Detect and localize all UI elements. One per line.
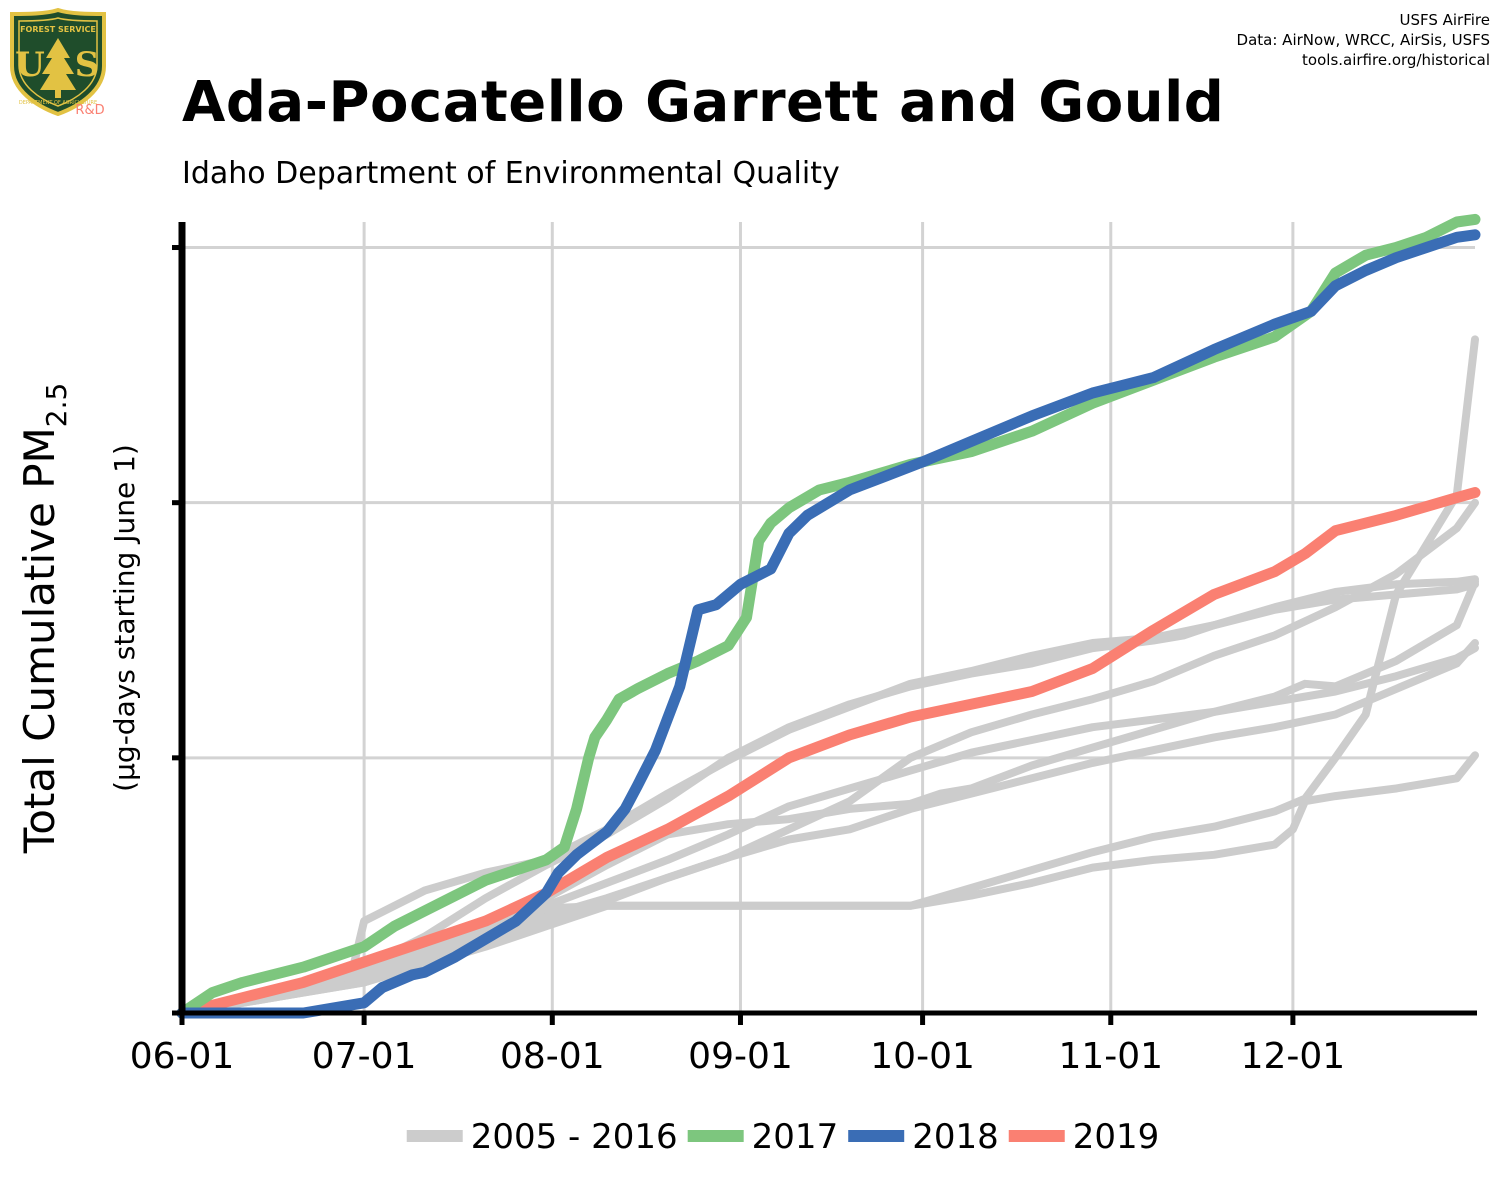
series-line-2005_2016 [178, 751, 1479, 1017]
logo-letter-u: U [15, 45, 45, 85]
credits: USFS AirFire Data: AirNow, WRCC, AirSis,… [1237, 10, 1490, 70]
legend-label: 2005 - 2016 [471, 1117, 678, 1157]
credit-line: USFS AirFire [1399, 11, 1490, 29]
series-line-2019 [176, 487, 1481, 1019]
y-axis-title-subscript: 2.5 [40, 383, 73, 428]
x-tick-label: 12-01 [1241, 1036, 1346, 1077]
grid [182, 222, 1475, 1013]
logo-bottom-text: DEPARTMENT OF AGRICULTURE [19, 100, 97, 106]
series-line-2018 [176, 229, 1481, 1019]
y-axis-title-main: Total Cumulative PM [15, 427, 64, 854]
chart-subtitle: Idaho Department of Environmental Qualit… [182, 156, 840, 191]
axes [172, 222, 1477, 1025]
logo-letter-s: S [75, 45, 100, 85]
y-axis-subtitle: (µg-days starting June 1) [108, 444, 141, 792]
series-lines [176, 213, 1481, 1019]
x-tick-label: 11-01 [1058, 1036, 1163, 1077]
legend-label: 2019 [1073, 1117, 1160, 1157]
credit-line: tools.airfire.org/historical [1302, 51, 1490, 69]
usfs-shield-icon: FOREST SERVICE U S DEPARTMENT OF AGRICUL… [10, 7, 106, 118]
logo-rd-text: R&D [75, 103, 104, 116]
axis-labels: 06-01 07-01 08-01 09-01 10-01 11-01 12-01 Total… [15, 383, 1345, 1077]
tree-icon [40, 38, 76, 90]
legend-label: 2017 [752, 1117, 839, 1157]
x-tick-label: 07-01 [312, 1036, 417, 1077]
series-line-2017 [176, 213, 1481, 1019]
series-line-2005_2016 [178, 639, 1479, 1017]
x-tick-label: 06-01 [130, 1036, 235, 1077]
usfs-logo: FOREST SERVICE U S DEPARTMENT OF AGRICUL… [6, 7, 110, 118]
chart-title: Ada-Pocatello Garrett and Gould [182, 70, 1225, 135]
x-tick-label: 10-01 [870, 1036, 975, 1077]
x-tick-label: 08-01 [500, 1036, 605, 1077]
x-tick-label: 09-01 [688, 1036, 793, 1077]
y-axis-title: Total Cumulative PM2.5 [15, 383, 73, 855]
legend: 2005 - 2016 2017 2018 2019 [406, 1117, 1160, 1157]
legend-label: 2018 [912, 1117, 999, 1157]
series-line-2005_2016 [178, 577, 1479, 1017]
credit-line: Data: AirNow, WRCC, AirSis, USFS [1236, 31, 1490, 49]
logo-top-text: FOREST SERVICE [20, 25, 96, 34]
